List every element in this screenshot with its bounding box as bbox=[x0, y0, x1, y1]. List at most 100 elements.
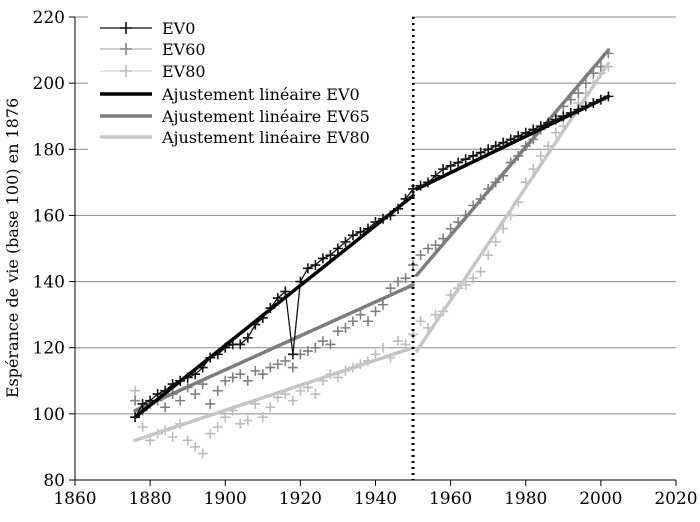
data-point bbox=[220, 375, 231, 386]
data-point bbox=[340, 322, 351, 333]
data-point bbox=[145, 395, 156, 406]
fit-line-segment bbox=[415, 94, 611, 191]
legend-label: Ajustement linéaire EV65 bbox=[161, 107, 370, 126]
data-point bbox=[415, 180, 426, 191]
data-point bbox=[535, 150, 546, 161]
data-point bbox=[415, 316, 426, 327]
data-point bbox=[558, 111, 569, 122]
data-point bbox=[130, 395, 141, 406]
data-point bbox=[295, 276, 306, 287]
data-point bbox=[287, 349, 298, 360]
data-point bbox=[385, 210, 396, 221]
data-point bbox=[190, 441, 201, 452]
data-point bbox=[408, 260, 419, 271]
x-tick-label: 1920 bbox=[279, 489, 322, 509]
data-point bbox=[130, 385, 141, 396]
x-tick-label: 1960 bbox=[429, 489, 472, 509]
data-point bbox=[438, 164, 449, 175]
data-point bbox=[242, 332, 253, 343]
legend-label: Ajustement linéaire EV80 bbox=[161, 128, 370, 147]
data-point bbox=[310, 342, 321, 353]
data-point bbox=[295, 385, 306, 396]
x-tick-label: 1900 bbox=[204, 489, 247, 509]
data-point bbox=[445, 223, 456, 234]
legend-label: EV80 bbox=[162, 62, 206, 81]
data-point bbox=[535, 121, 546, 132]
data-point bbox=[302, 346, 313, 357]
legend-background bbox=[88, 14, 412, 150]
data-point bbox=[220, 342, 231, 353]
data-point bbox=[378, 342, 389, 353]
y-tick-label: 220 bbox=[33, 8, 65, 28]
data-point bbox=[317, 253, 328, 264]
data-point bbox=[453, 157, 464, 168]
y-tick-label: 140 bbox=[33, 273, 65, 293]
data-point bbox=[280, 355, 291, 366]
data-point bbox=[190, 389, 201, 400]
data-point bbox=[468, 150, 479, 161]
data-point bbox=[167, 432, 178, 443]
data-point bbox=[393, 336, 404, 347]
data-point bbox=[137, 398, 148, 409]
y-axis-label: Espérance de vie (base 100) en 1876 bbox=[3, 98, 22, 398]
legend-swatch-marker bbox=[120, 22, 132, 34]
data-point bbox=[460, 154, 471, 165]
data-point bbox=[370, 349, 381, 360]
legend-item: EV80 bbox=[100, 62, 206, 81]
data-point bbox=[175, 395, 186, 406]
data-point bbox=[340, 236, 351, 247]
data-point bbox=[235, 369, 246, 380]
data-point bbox=[550, 127, 561, 138]
data-point bbox=[272, 359, 283, 370]
series-ajustement-lin-aire-ev65 bbox=[133, 48, 611, 413]
data-point bbox=[490, 140, 501, 151]
data-point bbox=[205, 352, 216, 363]
data-point bbox=[445, 160, 456, 171]
legend-item: Ajustement linéaire EV80 bbox=[100, 128, 370, 147]
data-point bbox=[257, 412, 268, 423]
x-axis-ticks: 1860 1880 1900 1920 1940 1960 1980 2000 2020 bbox=[53, 480, 698, 509]
data-point bbox=[408, 329, 419, 340]
legend: EV0 EV60 EV80 Ajustement linéaire EV0 Ajuste… bbox=[88, 14, 412, 150]
y-tick-label: 160 bbox=[33, 206, 65, 226]
series-line bbox=[134, 95, 609, 418]
data-point bbox=[212, 349, 223, 360]
data-point bbox=[513, 131, 524, 142]
data-point bbox=[160, 402, 171, 413]
data-point bbox=[490, 236, 501, 247]
data-point bbox=[287, 362, 298, 373]
data-point bbox=[317, 336, 328, 347]
data-point bbox=[550, 114, 561, 125]
data-point bbox=[475, 266, 486, 277]
data-point bbox=[325, 339, 336, 350]
data-point bbox=[250, 319, 261, 330]
legend-item: EV60 bbox=[100, 40, 206, 59]
fit-line-segment bbox=[133, 345, 415, 443]
data-point bbox=[423, 243, 434, 254]
data-point bbox=[483, 144, 494, 155]
y-axis-ticks: 80 100 120 140 160 180 200 220 bbox=[33, 8, 75, 491]
data-point bbox=[505, 134, 516, 145]
data-point bbox=[378, 213, 389, 224]
fit-line-segment bbox=[415, 48, 611, 277]
data-point bbox=[182, 435, 193, 446]
data-point bbox=[543, 117, 554, 128]
data-point bbox=[242, 415, 253, 426]
data-point bbox=[475, 147, 486, 158]
legend-item: EV0 bbox=[100, 19, 195, 38]
data-point bbox=[257, 312, 268, 323]
data-point bbox=[415, 250, 426, 261]
y-tick-label: 100 bbox=[33, 405, 65, 425]
data-point bbox=[302, 263, 313, 274]
data-point bbox=[152, 389, 163, 400]
x-tick-label: 2020 bbox=[654, 489, 697, 509]
data-point bbox=[325, 250, 336, 261]
data-point bbox=[565, 107, 576, 118]
data-point bbox=[573, 88, 584, 99]
data-point bbox=[265, 303, 276, 314]
data-point bbox=[520, 127, 531, 138]
x-tick-label: 1860 bbox=[53, 489, 96, 509]
x-tick-label: 2000 bbox=[579, 489, 622, 509]
legend-label: EV60 bbox=[162, 40, 206, 59]
